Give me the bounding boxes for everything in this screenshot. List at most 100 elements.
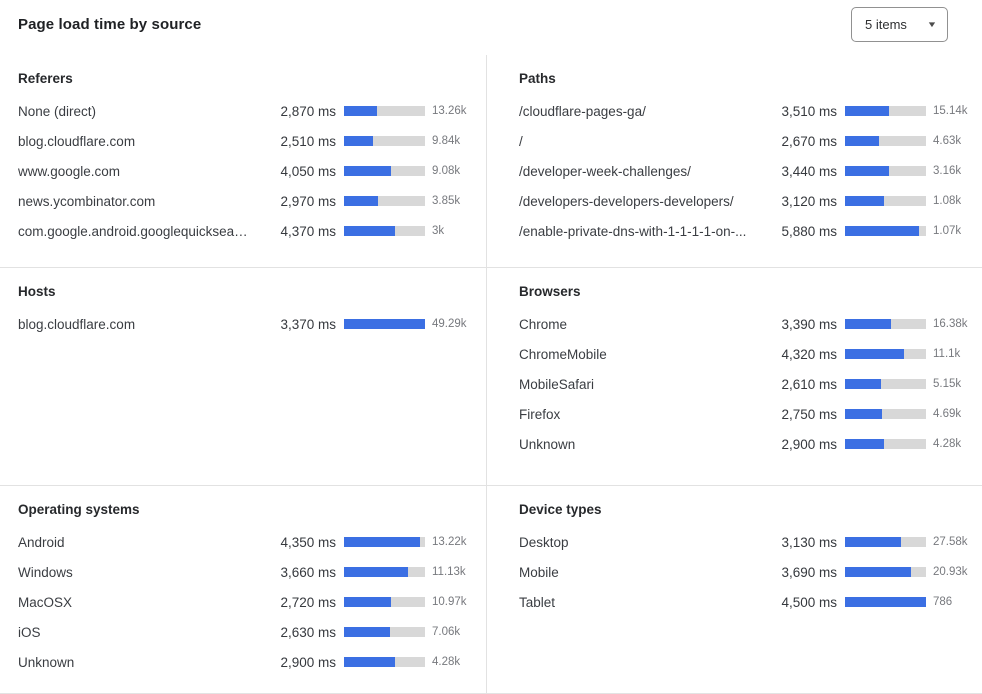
row-count: 4.69k: [933, 408, 962, 420]
metric-row[interactable]: news.ycombinator.com 2,970 ms 3.85k: [18, 186, 470, 216]
row-bar-fill: [845, 226, 920, 236]
row-bar: [845, 597, 926, 607]
metric-row[interactable]: Unknown 2,900 ms 4.28k: [519, 429, 970, 459]
row-bar-fill: [845, 379, 881, 389]
items-count-dropdown-value: 5 items: [865, 17, 907, 32]
row-bar-fill: [344, 106, 378, 116]
metric-row[interactable]: /enable-private-dns-with-1-1-1-1-on-... 5…: [519, 216, 970, 246]
metric-row[interactable]: Firefox 2,750 ms 4.69k: [519, 399, 970, 429]
row-count: 9.08k: [432, 165, 461, 177]
row-count: 13.22k: [432, 536, 467, 548]
row-label: Chrome: [519, 316, 568, 332]
row-bar-fill: [344, 657, 395, 667]
row-bar-fill: [845, 349, 904, 359]
row-load-time: 2,750 ms: [781, 406, 837, 422]
metric-row[interactable]: MacOSX 2,720 ms 10.97k: [18, 587, 470, 617]
metric-row[interactable]: Tablet 4,500 ms 786: [519, 587, 970, 617]
row-count: 5.15k: [933, 378, 962, 390]
widget-header: Page load time by source 5 items ▼: [0, 0, 982, 55]
row-bar: [344, 226, 425, 236]
row-bar: [845, 439, 926, 449]
row-bar: [344, 657, 425, 667]
row-label: blog.cloudflare.com: [18, 133, 136, 149]
row-bar-fill: [845, 136, 879, 146]
row-count: 1.07k: [933, 225, 962, 237]
metric-row[interactable]: iOS 2,630 ms 7.06k: [18, 617, 470, 647]
metric-row[interactable]: www.google.com 4,050 ms 9.08k: [18, 156, 470, 186]
row-label: iOS: [18, 624, 41, 640]
row-count: 1.08k: [933, 195, 962, 207]
row-bar-fill: [344, 627, 390, 637]
row-load-time: 3,440 ms: [781, 163, 837, 179]
row-count: 4.28k: [432, 656, 461, 668]
row-label: MobileSafari: [519, 376, 595, 392]
page-title: Page load time by source: [18, 16, 202, 33]
row-bar: [845, 379, 926, 389]
row-bar: [845, 136, 926, 146]
metric-row[interactable]: /developer-week-challenges/3,440 ms 3.16k: [519, 156, 970, 186]
row-count: 11.13k: [432, 566, 466, 578]
row-bar: [845, 226, 926, 236]
metric-row[interactable]: Chrome 3,390 ms 16.38k: [519, 309, 970, 339]
row-count: 11.1k: [933, 348, 961, 360]
section-1: Hosts blog.cloudflare.com 3,370 ms 49.29k Br…: [0, 267, 982, 485]
panel-browsers: Browsers Chrome 3,390 ms 16.38k ChromeMobile…: [486, 268, 982, 485]
row-count: 16.38k: [933, 318, 968, 330]
row-load-time: 2,900 ms: [781, 436, 837, 452]
metric-row[interactable]: blog.cloudflare.com 2,510 ms 9.84k: [18, 126, 470, 156]
row-load-time: 2,900 ms: [280, 654, 336, 670]
row-label: news.ycombinator.com: [18, 193, 156, 209]
row-bar-fill: [344, 226, 395, 236]
row-label: /developer-week-challenges/: [519, 163, 691, 179]
row-label: Unknown: [18, 654, 75, 670]
row-count: 3.85k: [432, 195, 461, 207]
row-load-time: 4,350 ms: [280, 534, 336, 550]
row-bar: [344, 166, 425, 176]
row-load-time: 5,880 ms: [781, 223, 837, 239]
section-0: Referers None (direct) 2,870 ms 13.26k blog.…: [0, 55, 982, 267]
row-load-time: 4,370 ms: [280, 223, 336, 239]
row-label: Desktop: [519, 534, 569, 550]
row-count: 27.58k: [933, 536, 968, 548]
metric-row[interactable]: MobileSafari 2,610 ms 5.15k: [519, 369, 970, 399]
row-load-time: 3,390 ms: [781, 316, 837, 332]
row-bar: [344, 136, 425, 146]
panel-title-paths: Paths: [519, 71, 556, 86]
row-bar: [845, 166, 926, 176]
row-load-time: 3,370 ms: [280, 316, 336, 332]
metric-row[interactable]: None (direct) 2,870 ms 13.26k: [18, 96, 470, 126]
metric-row[interactable]: ChromeMobile 4,320 ms 11.1k: [519, 339, 970, 369]
row-bar: [845, 196, 926, 206]
row-label: None (direct): [18, 103, 97, 119]
row-bar: [344, 627, 425, 637]
metric-row[interactable]: Unknown 2,900 ms 4.28k: [18, 647, 470, 677]
row-bar: [344, 597, 425, 607]
row-bar: [845, 409, 926, 419]
row-bar-fill: [845, 319, 892, 329]
metric-row[interactable]: /cloudflare-pages-ga/3,510 ms 15.14k: [519, 96, 970, 126]
row-label: /developers-developers-developers/: [519, 193, 734, 209]
row-label: com.google.android.googlequicksearc...: [18, 223, 248, 239]
metric-row[interactable]: Android 4,350 ms 13.22k: [18, 527, 470, 557]
row-count: 4.63k: [933, 135, 962, 147]
metric-row[interactable]: com.google.android.googlequicksearc... 4,…: [18, 216, 470, 246]
metric-row[interactable]: /developers-developers-developers/3,120 …: [519, 186, 970, 216]
items-count-dropdown[interactable]: 5 items ▼: [851, 7, 948, 42]
metric-row[interactable]: Mobile 3,690 ms 20.93k: [519, 557, 970, 587]
panel-operating-systems: Operating systems Android 4,350 ms 13.22k Wi…: [0, 486, 486, 693]
row-label: www.google.com: [18, 163, 121, 179]
row-label: Mobile: [519, 564, 559, 580]
row-load-time: 4,320 ms: [781, 346, 837, 362]
metric-row[interactable]: blog.cloudflare.com 3,370 ms 49.29k: [18, 309, 470, 339]
metric-row[interactable]: / 2,670 ms 4.63k: [519, 126, 970, 156]
metric-row[interactable]: Windows 3,660 ms 11.13k: [18, 557, 470, 587]
section-2: Operating systems Android 4,350 ms 13.22k Wi…: [0, 485, 982, 693]
row-bar: [344, 106, 425, 116]
row-bar: [344, 567, 425, 577]
panels-grid: Referers None (direct) 2,870 ms 13.26k blog.…: [0, 55, 982, 693]
row-bar: [344, 537, 425, 547]
metric-row[interactable]: Desktop 3,130 ms 27.58k: [519, 527, 970, 557]
row-bar-fill: [344, 597, 392, 607]
row-label: ChromeMobile: [519, 346, 607, 362]
row-bar-fill: [344, 537, 420, 547]
